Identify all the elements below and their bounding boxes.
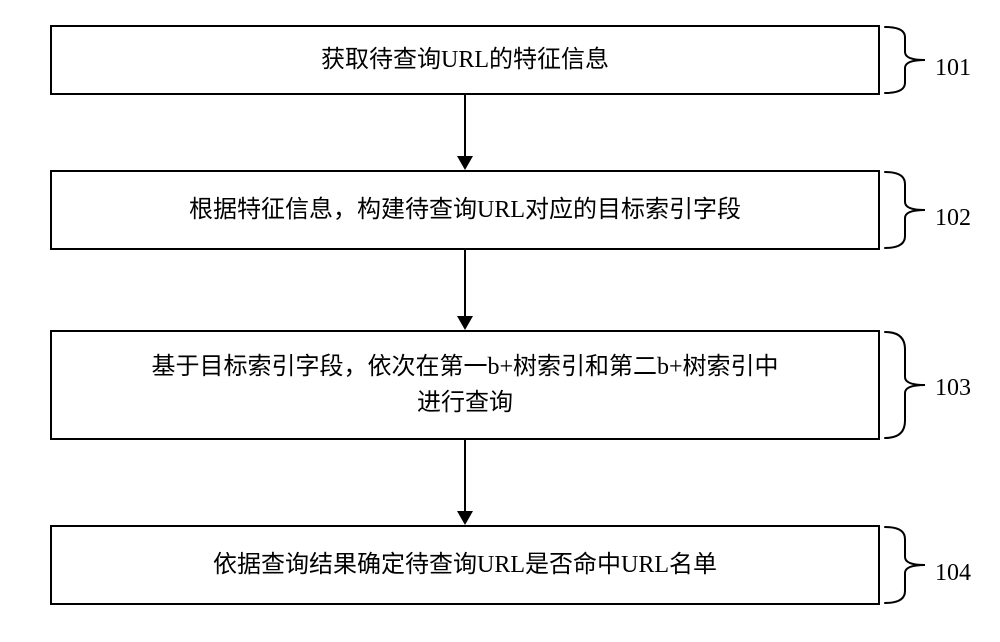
flowchart-step-label: 104 [935,560,971,587]
flowchart-canvas: 获取待查询URL的特征信息 101 根据特征信息，构建待查询URL对应的目标索引字段… [0,0,1000,642]
flowchart-step-text: 获取待查询URL的特征信息 [321,42,609,78]
flowchart-step-box: 根据特征信息，构建待查询URL对应的目标索引字段 [50,170,880,250]
flowchart-step-box: 依据查询结果确定待查询URL是否命中URL名单 [50,525,880,605]
brace-connector [880,330,930,440]
flowchart-step-label: 103 [935,375,971,402]
flowchart-step-text: 基于目标索引字段，依次在第一b+树索引和第二b+树索引中进行查询 [151,349,778,421]
flowchart-step-label: 102 [935,205,971,232]
flowchart-step-text: 根据特征信息，构建待查询URL对应的目标索引字段 [189,192,741,228]
brace-connector [880,525,930,605]
flowchart-step-box: 基于目标索引字段，依次在第一b+树索引和第二b+树索引中进行查询 [50,330,880,440]
brace-connector [880,25,930,95]
brace-connector [880,170,930,250]
flowchart-step-text: 依据查询结果确定待查询URL是否命中URL名单 [213,547,717,583]
flowchart-step-box: 获取待查询URL的特征信息 [50,25,880,95]
flowchart-step-label: 101 [935,55,971,82]
